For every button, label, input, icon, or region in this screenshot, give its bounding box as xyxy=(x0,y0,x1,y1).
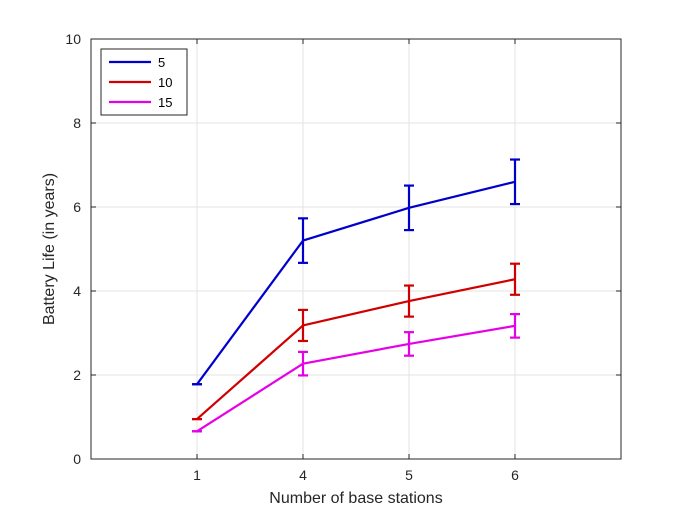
y-tick-label: 10 xyxy=(65,31,81,47)
y-tick-label: 0 xyxy=(73,451,81,467)
axis-ticks: 0 2 4 6 8 10 1 4 5 6 xyxy=(65,31,621,483)
plot-area xyxy=(90,38,622,460)
y-tick-label: 6 xyxy=(73,199,81,215)
series-layer xyxy=(192,158,520,433)
series-10 xyxy=(192,262,520,421)
x-tick-label: 5 xyxy=(405,467,413,483)
y-tick-label: 8 xyxy=(73,115,81,131)
series-5 xyxy=(192,158,520,386)
series-line xyxy=(196,278,516,420)
y-axis-label: Battery Life (in years) xyxy=(41,173,58,325)
y-tick-label: 2 xyxy=(73,367,81,383)
x-axis-label: Number of base stations xyxy=(269,490,442,507)
series-15 xyxy=(192,313,520,433)
legend: 5 10 15 xyxy=(100,48,188,116)
series-line xyxy=(196,180,516,385)
legend-label: 15 xyxy=(158,95,172,110)
series-line xyxy=(196,324,516,433)
legend-label: 10 xyxy=(158,75,172,90)
x-tick-label: 6 xyxy=(511,467,519,483)
x-tick-label: 1 xyxy=(193,467,201,483)
y-tick-label: 4 xyxy=(73,283,81,299)
legend-label: 5 xyxy=(158,55,165,70)
x-tick-label: 4 xyxy=(299,467,307,483)
